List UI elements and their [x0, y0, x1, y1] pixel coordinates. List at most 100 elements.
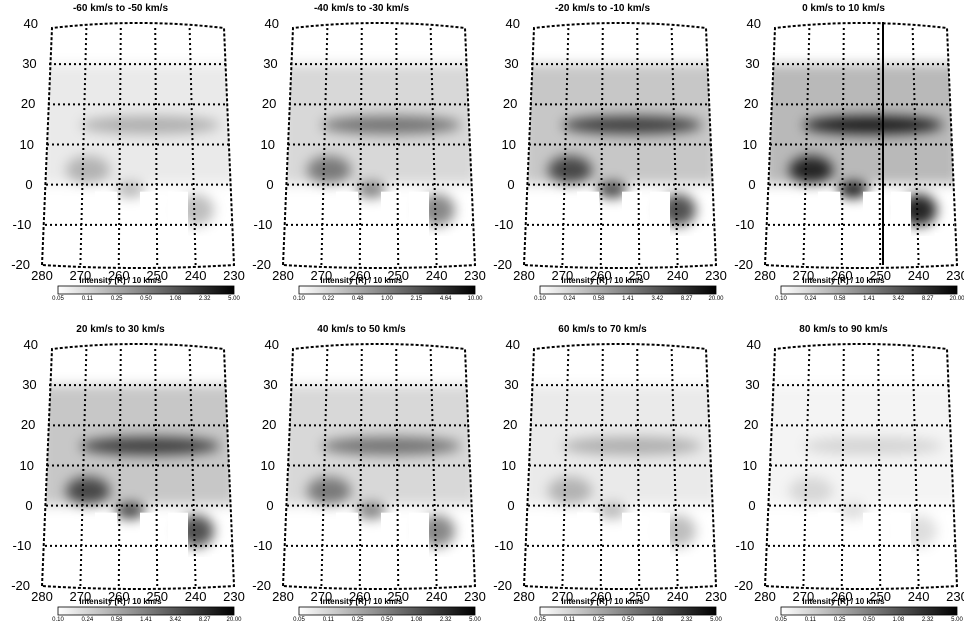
emission-map — [765, 64, 957, 268]
x-tick-label: 260 — [348, 589, 371, 604]
panel-title: 60 km/s to 70 km/s — [558, 324, 647, 335]
colorbar — [539, 606, 717, 616]
grid — [768, 346, 954, 587]
colorbar — [57, 285, 235, 295]
grid — [45, 346, 231, 587]
colorbar-tick-label: 0.10 — [52, 617, 64, 623]
x-tick-label: 240 — [666, 268, 689, 283]
x-tick-label: 240 — [184, 268, 207, 283]
map-svg — [281, 343, 477, 616]
map-svg — [763, 22, 959, 295]
colorbar — [780, 285, 958, 295]
emission-map — [42, 385, 234, 589]
map-border — [40, 343, 236, 590]
colorbar-tick-label: 1.08 — [169, 296, 182, 302]
colorbar-tick-label: 10.00 — [467, 296, 483, 302]
map-border — [40, 22, 236, 269]
colorbar-tick-label: 0.58 — [110, 617, 123, 623]
map-panel: 80 km/s to 90 km/s 40 30 20 10 0 -10 -20 280 270 2… — [723, 321, 964, 642]
y-tick-label: 0 — [507, 176, 515, 192]
colorbar-label: Intensity [R] / 10 km/s — [320, 276, 403, 285]
y-tick-label: -20 — [734, 578, 753, 593]
colorbar-tick-label: 3.42 — [651, 296, 664, 302]
x-tick-label: 260 — [589, 268, 612, 283]
colorbar-tick-label: 20.00 — [708, 296, 724, 302]
x-tick-label: 280 — [754, 589, 776, 604]
colorbar-tick-label: 0.05 — [775, 617, 787, 623]
map-panel: 0 km/s to 10 km/s 40 30 20 10 0 -10 -20 280 270 26… — [723, 0, 964, 321]
y-tick-label: 40 — [23, 16, 38, 31]
y-tick-label: 0 — [507, 497, 515, 513]
colorbar-tick-label: 1.41 — [863, 296, 875, 302]
colorbar — [57, 606, 235, 616]
colorbar-tick-label: 8.27 — [680, 296, 693, 302]
y-tick-label: 0 — [748, 497, 756, 513]
y-tick-label: 20 — [261, 96, 277, 112]
emission-map — [42, 64, 234, 268]
x-tick-label: 240 — [184, 589, 207, 604]
colorbar-label: Intensity [R] / 10 km/s — [802, 597, 885, 606]
y-tick-label: 0 — [25, 497, 33, 513]
x-tick-label: 280 — [754, 268, 776, 283]
y-tick-label: -10 — [253, 537, 273, 553]
colorbar-tick-label: 0.58 — [833, 296, 846, 302]
map-svg — [40, 22, 236, 295]
y-tick-label: 40 — [264, 337, 279, 352]
colorbar-tick-label: 0.50 — [622, 617, 634, 623]
colorbar-tick-label: 0.25 — [351, 617, 364, 623]
x-tick-label: 230 — [705, 268, 727, 283]
map-border — [763, 343, 959, 590]
colorbar-label: Intensity [R] / 10 km/s — [802, 276, 885, 285]
y-tick-label: 30 — [745, 56, 760, 72]
x-tick-label: 270 — [69, 589, 92, 604]
map-svg — [281, 22, 477, 295]
colorbar-tick-label: 20.00 — [949, 296, 964, 302]
colorbar-tick-label: 20.00 — [226, 617, 242, 623]
colorbar — [539, 285, 717, 295]
y-tick-label: 10 — [19, 457, 34, 473]
colorbar-tick-label: 0.25 — [592, 617, 605, 623]
colorbar-tick-label: 1.08 — [410, 617, 423, 623]
x-tick-label: 240 — [907, 589, 930, 604]
y-tick-label: 30 — [263, 377, 278, 393]
y-tick-label: 40 — [505, 337, 520, 352]
colorbar-tick-label: 1.08 — [651, 617, 664, 623]
colorbar-tick-label: 3.42 — [169, 617, 182, 623]
y-tick-label: 20 — [502, 96, 518, 112]
emission-map — [524, 385, 716, 589]
x-tick-label: 270 — [792, 268, 815, 283]
colorbar-tick-label: 0.10 — [775, 296, 787, 302]
y-tick-label: 0 — [25, 176, 33, 192]
colorbar-tick-label: 5.00 — [469, 617, 481, 623]
y-tick-label: 10 — [501, 136, 516, 152]
y-tick-label: 30 — [22, 56, 37, 72]
x-tick-label: 230 — [464, 589, 486, 604]
colorbar — [298, 285, 476, 295]
x-tick-label: 260 — [348, 268, 371, 283]
colorbar-tick-label: 5.00 — [951, 617, 963, 623]
colorbar-tick-label: 0.11 — [804, 617, 816, 623]
x-tick-label: 230 — [464, 268, 486, 283]
map-border — [281, 343, 477, 590]
emission-map — [524, 64, 716, 268]
y-tick-label: 40 — [23, 337, 38, 352]
colorbar-tick-label: 0.11 — [322, 617, 334, 623]
y-tick-label: -20 — [493, 578, 512, 593]
x-tick-label: 280 — [513, 589, 535, 604]
colorbar-tick-label: 0.10 — [534, 296, 546, 302]
map-panel: 20 km/s to 30 km/s 40 30 20 10 0 -10 -20 280 270 2… — [0, 321, 245, 642]
y-tick-label: -10 — [494, 537, 514, 553]
y-tick-label: 30 — [504, 56, 519, 72]
x-tick-label: 230 — [223, 268, 245, 283]
x-tick-label: 250 — [146, 268, 169, 283]
x-tick-label: 230 — [223, 589, 245, 604]
grid — [768, 25, 954, 266]
x-tick-label: 250 — [146, 589, 169, 604]
x-tick-label: 270 — [551, 589, 574, 604]
colorbar-tick-label: 1.00 — [381, 296, 393, 302]
x-tick-label: 240 — [425, 268, 448, 283]
map-border — [281, 22, 477, 269]
colorbar — [298, 606, 476, 616]
colorbar-tick-label: 5.00 — [710, 617, 722, 623]
map-panel: 40 km/s to 50 km/s 40 30 20 10 0 -10 -20 280 270 2… — [241, 321, 486, 642]
